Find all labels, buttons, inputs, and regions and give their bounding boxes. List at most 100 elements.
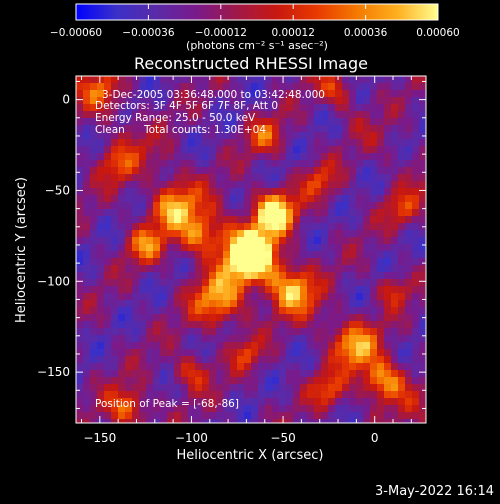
heatmap-cell [160,363,168,371]
heatmap-cell [335,216,343,224]
heatmap-cell [153,328,161,336]
heatmap-cell [209,405,217,413]
heatmap-cell [118,314,126,322]
heatmap-cell [202,132,210,140]
heatmap-cell [111,244,119,252]
heatmap-cell [412,90,420,98]
heatmap-cell [342,349,350,357]
heatmap-cell [223,391,231,399]
heatmap-cell [412,244,420,252]
heatmap-cell [356,244,364,252]
heatmap-cell [111,321,119,329]
heatmap-cell [356,125,364,133]
heatmap-cell [160,132,168,140]
heatmap-cell [83,300,91,308]
heatmap-cell [125,181,133,189]
plot-area: −150 −100 −50 00−50−100−150 [37,75,427,445]
heatmap-cell [195,209,203,217]
heatmap-cell [97,251,105,259]
heatmap-cell [125,167,133,175]
heatmap-cell [90,90,98,98]
heatmap-cell [321,174,329,182]
heatmap-cell [160,216,168,224]
heatmap-cell [209,146,217,154]
heatmap-cell [160,202,168,210]
heatmap-cell [237,209,245,217]
heatmap-cell [377,251,385,259]
heatmap-cell [223,223,231,231]
heatmap-cell [83,90,91,98]
heatmap-cell [167,174,175,182]
heatmap-cell [258,174,266,182]
heatmap-cell [153,342,161,350]
heatmap-cell [237,160,245,168]
heatmap-cell [419,139,426,147]
heatmap-cell [265,195,273,203]
heatmap-cell [356,153,364,161]
heatmap-cell [384,328,392,336]
heatmap-cell [244,391,252,399]
heatmap-cell [265,398,273,406]
heatmap-cell [314,146,322,154]
heatmap-cell [97,405,105,413]
heatmap-cell [216,230,224,238]
heatmap-cell [195,216,203,224]
heatmap-cell [342,118,350,126]
heatmap-cell [76,167,84,175]
heatmap-cell [111,307,119,315]
heatmap-cell [307,251,315,259]
heatmap-cell [118,405,126,413]
heatmap-cell [188,335,196,343]
heatmap-cell [279,139,287,147]
heatmap-cell [139,405,147,413]
heatmap-cell [258,398,266,406]
heatmap-cell [139,230,147,238]
heatmap-cell [265,377,273,385]
heatmap-cell [349,139,357,147]
heatmap-cell [223,279,231,287]
heatmap-cell [230,167,238,175]
heatmap-cell [258,237,266,245]
heatmap-cell [223,202,231,210]
heatmap-cell [265,174,273,182]
heatmap-cell [104,335,112,343]
heatmap-cell [153,97,161,105]
heatmap-cell [181,83,189,91]
heatmap-cell [202,160,210,168]
heatmap-cell [370,342,378,350]
heatmap-cell [349,174,357,182]
heatmap-cell [237,188,245,196]
heatmap-cell [405,328,413,336]
heatmap-cell [377,349,385,357]
heatmap-cell [251,76,259,84]
heatmap-cell [237,230,245,238]
heatmap-cell [104,377,112,385]
heatmap-cell [216,391,224,399]
heatmap-cell [349,321,357,329]
heatmap-cell [216,356,224,364]
heatmap-cell [419,356,426,364]
heatmap-cell [286,384,294,392]
heatmap-cell [251,363,259,371]
heatmap-cell [244,174,252,182]
heatmap-cell [265,230,273,238]
heatmap-cell [342,90,350,98]
heatmap-cell [293,307,301,315]
heatmap-cell [314,398,322,406]
heatmap-cell [384,405,392,413]
heatmap-cell [195,279,203,287]
heatmap-cell [237,216,245,224]
heatmap-cell [419,209,426,217]
heatmap-cell [160,384,168,392]
heatmap-cell [377,335,385,343]
heatmap-cell [370,76,378,84]
heatmap-cell [97,391,105,399]
heatmap-cell [377,363,385,371]
heatmap-cell [167,223,175,231]
heatmap-cell [342,398,350,406]
heatmap-cell [90,223,98,231]
heatmap-cell [195,237,203,245]
heatmap-cell [174,195,182,203]
heatmap-cell [153,335,161,343]
heatmap-cell [76,216,84,224]
